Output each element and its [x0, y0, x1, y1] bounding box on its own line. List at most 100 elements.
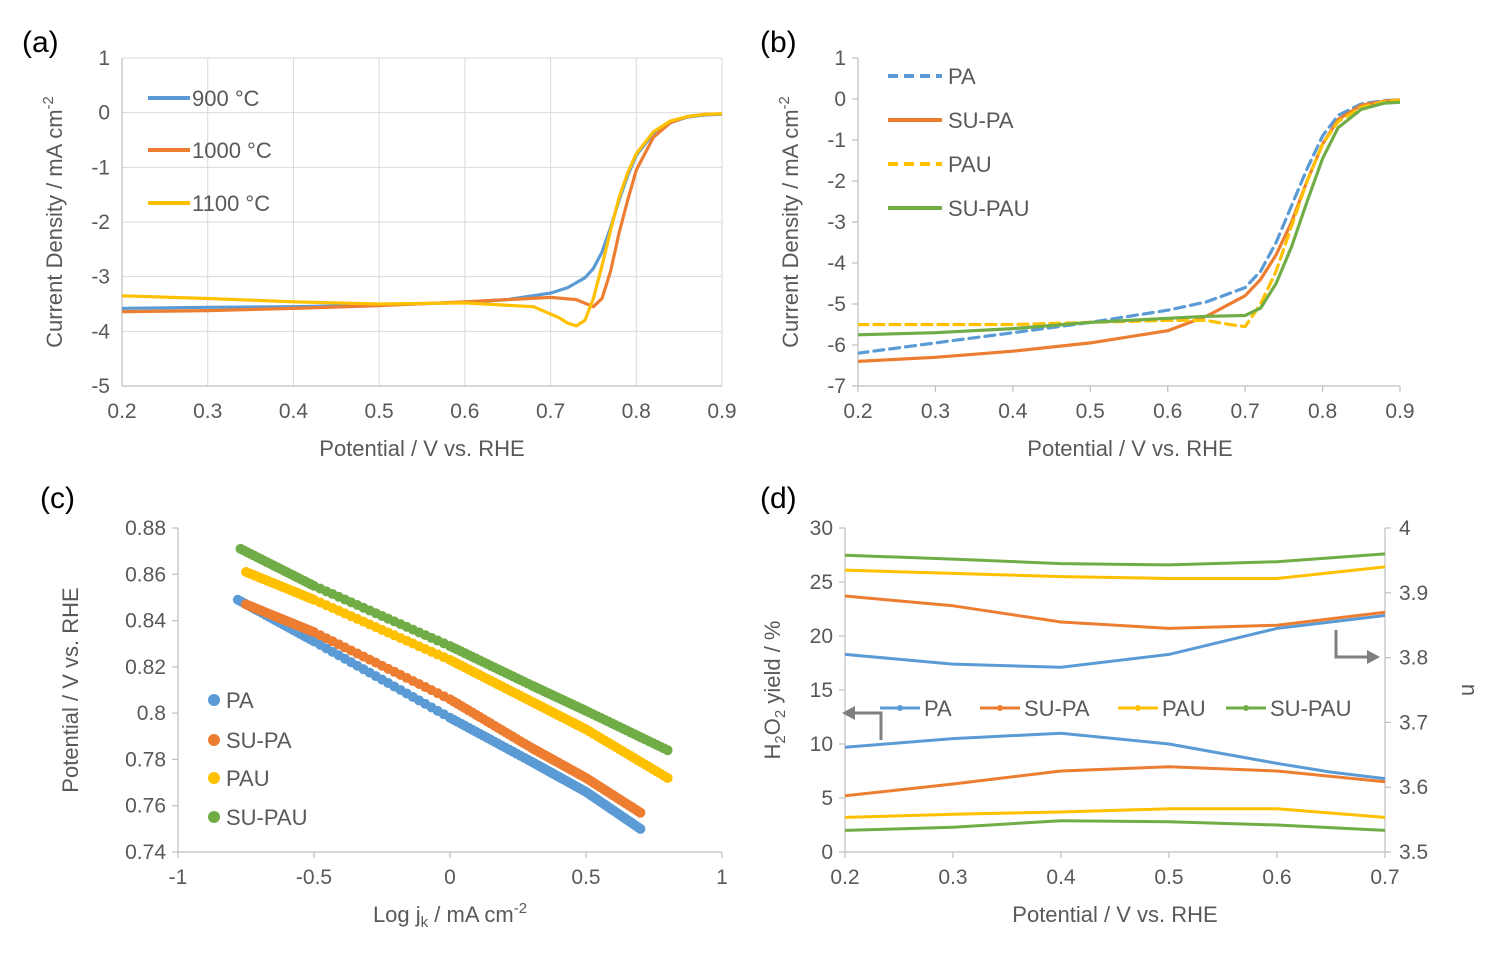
panel-letter: (c): [40, 482, 75, 515]
y-axis-label-sub: 2: [772, 710, 789, 718]
y-tick-label: 0.84: [125, 610, 166, 633]
y-tick-label: 0: [98, 102, 110, 125]
x-tick-label: 0.9: [1385, 400, 1414, 423]
y-tick-label: 1: [834, 47, 846, 70]
series-line-SU-PAU: [845, 552, 1385, 567]
legend-label: 1100 °C: [192, 191, 270, 216]
y-tick-label: -4: [91, 320, 110, 343]
chart-panel-2: (c) -1 -0.5 0 0.5 1 0.88 0.86 0.84 0.82 0.8 0.78 0.7…: [40, 482, 728, 931]
plot-area: [858, 98, 1400, 363]
y2-tick-label: 3.9: [1399, 582, 1428, 605]
legend-swatch-marker: [1243, 705, 1249, 711]
x-tick-label: 0.3: [193, 400, 222, 423]
series-point-SU-PA: [635, 807, 646, 818]
legend-label: SU-PAU: [948, 196, 1030, 221]
y-axis-label-text: H: [760, 744, 785, 760]
chart-panel-3: (d) 0.2 0.3 0.4 0.5 0.6 0.7 30 25 20 15 10 5 0 4 3.9 3.8…: [760, 482, 1482, 927]
y2-tick-label: 3.6: [1399, 776, 1428, 799]
left-axis-arrow-head: [842, 706, 855, 720]
y-tick-label: 0.8: [137, 702, 166, 725]
y-axis-label: H2O2 yield / %: [760, 621, 789, 760]
x-axis-label-sub: k: [421, 914, 429, 931]
y-axis-label: Potential / V vs. RHE: [58, 587, 83, 792]
x-axis-label-text: Potential / V vs. RHE: [1027, 436, 1232, 461]
legend-label: PA: [924, 696, 952, 721]
y-tick-label: 0.88: [125, 517, 166, 540]
x-tick-label: 0.8: [622, 400, 651, 423]
x-tick-label: 0.7: [1231, 400, 1260, 423]
x-tick-label: 0.6: [1153, 400, 1182, 423]
legend-swatch: [208, 811, 220, 823]
series-line-SU-PA: [845, 765, 1385, 798]
legend-label: PA: [226, 688, 254, 713]
legend-swatch: [208, 772, 220, 784]
series-line-SU-PA: [845, 594, 1385, 630]
legend-label: SU-PA: [1024, 696, 1090, 721]
y-tick-label: -5: [91, 375, 110, 398]
y-axis-label: Current Density / mA cm-2: [776, 96, 803, 348]
x-tick-label: 0.7: [536, 400, 565, 423]
y2-tick-label: 4: [1399, 517, 1411, 540]
legend-swatch-marker: [1135, 705, 1141, 711]
x-axis-label-text: Log j: [373, 902, 421, 927]
legend-label: SU-PAU: [226, 805, 308, 830]
series-line-SU-PA: [858, 98, 1400, 363]
y-axis-label-rest: yield / %: [760, 621, 785, 710]
x-axis-label: Potential / V vs. RHE: [1027, 436, 1232, 461]
series-line-PA: [845, 731, 1385, 781]
y-tick-label: 0.82: [125, 656, 166, 679]
legend-label: PAU: [1162, 696, 1206, 721]
y2-tick-label: 3.7: [1399, 711, 1428, 734]
x-tick-label: 0.6: [1262, 866, 1291, 889]
series-line-1100 °C: [122, 112, 722, 328]
legend-label: 1000 °C: [192, 138, 272, 163]
y-tick-label: 20: [810, 625, 833, 648]
y-tick-label: 0: [834, 88, 846, 111]
chart-panel-0: (a) 0.2 0.3 0.4 0.5 0.6 0.7 0.8 0.9 1 0 -1 -2 -3 -4 -5 P…: [22, 26, 737, 461]
x-tick-label: 0.4: [1046, 866, 1076, 889]
y-tick-label: 1: [98, 47, 110, 70]
y-tick-label: -3: [827, 211, 846, 234]
y-axis-label-sup: -2: [776, 96, 793, 109]
x-tick-label: 0.4: [279, 400, 309, 423]
x-axis-label: Potential / V vs. RHE: [319, 436, 524, 461]
y2-axis-label: n: [1457, 684, 1482, 696]
x-axis-label-rest: / mA cm: [428, 902, 514, 927]
x-tick-label: -0.5: [296, 866, 332, 889]
y2-tick-label: 3.5: [1399, 841, 1428, 864]
y-axis-label: Current Density / mA cm-2: [40, 96, 67, 348]
y-tick-label: -5: [827, 293, 846, 316]
legend-swatch: [208, 694, 220, 706]
y-axis-label-sup: -2: [40, 96, 57, 109]
x-axis-label-text: Potential / V vs. RHE: [319, 436, 524, 461]
panel-letter: (a): [22, 26, 59, 59]
x-tick-label: 0.2: [830, 866, 859, 889]
x-tick-label: 0.8: [1308, 400, 1337, 423]
y-tick-label: 0: [821, 841, 833, 864]
y-tick-label: -2: [827, 170, 846, 193]
y-tick-label: 30: [810, 517, 833, 540]
left-axis-arrow: [852, 711, 883, 740]
y-tick-label: -7: [827, 375, 846, 398]
x-axis-label: Potential / V vs. RHE: [1012, 902, 1217, 927]
x-tick-label: 0.2: [107, 400, 136, 423]
y-tick-label: 15: [810, 679, 833, 702]
y-axis-label-text: Current Density / mA cm: [42, 109, 67, 347]
legend-label: PA: [948, 64, 976, 89]
series-line-SU-PAU: [845, 819, 1385, 832]
y-tick-label: 5: [821, 787, 833, 810]
series-line-PA: [858, 98, 1400, 355]
y-axis-label-sub: 2: [772, 735, 789, 743]
series-point-PAU: [662, 772, 673, 783]
series-line-PAU: [845, 565, 1385, 580]
y-tick-label: -1: [91, 156, 110, 179]
y2-tick-label: 3.8: [1399, 647, 1428, 670]
y-axis-label-mid: O: [760, 718, 785, 735]
x-tick-label: 0.5: [571, 866, 600, 889]
plot-area: [232, 543, 673, 834]
panel-letter: (d): [760, 482, 797, 515]
series-line-PAU: [845, 807, 1385, 819]
y-axis-label-text: Current Density / mA cm: [778, 109, 803, 347]
series-line-SU-PAU: [858, 100, 1400, 337]
